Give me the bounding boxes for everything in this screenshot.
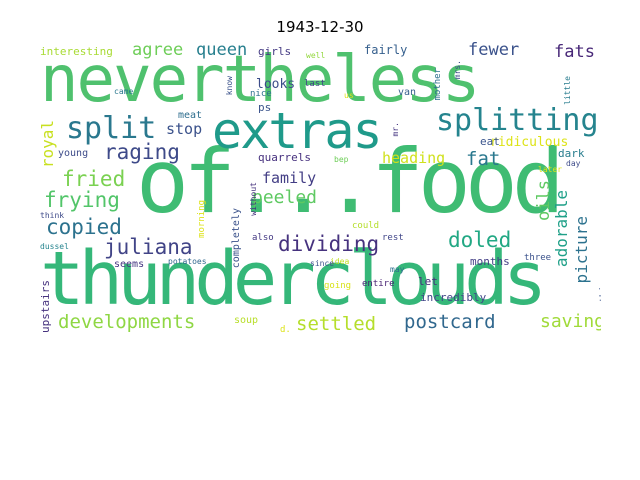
- word-nice: nice: [250, 89, 272, 99]
- word-fats: fats: [554, 42, 595, 62]
- word-fat: fat: [466, 148, 501, 170]
- word-agree: agree: [132, 40, 184, 60]
- word-young: young: [58, 148, 89, 159]
- word-going: going: [324, 281, 352, 291]
- word-last: last: [304, 79, 326, 89]
- word-adorable: adorable: [552, 190, 571, 268]
- word-splitting: splitting: [436, 103, 599, 138]
- word-since: since: [310, 259, 335, 268]
- word-fairly: fairly: [364, 43, 408, 57]
- word-ridiculous: ridiculous: [490, 135, 569, 150]
- word-ps: ps: [258, 101, 272, 114]
- word-incredibly: incredibly: [420, 291, 487, 304]
- word-frying: frying: [44, 188, 120, 212]
- word-mr: mr.: [391, 122, 400, 137]
- word-peeled: peeled: [252, 187, 318, 208]
- word-things: things: [599, 270, 601, 303]
- word-could: could: [352, 221, 380, 231]
- word-meat: meat: [178, 110, 203, 121]
- word-nevertheless: nevertheless: [40, 43, 480, 117]
- word-dark: dark: [558, 147, 585, 160]
- word-family: family: [262, 169, 317, 187]
- word-idea: idea: [330, 257, 350, 266]
- word-of-food: of...food: [136, 130, 565, 233]
- word-little: little: [563, 76, 572, 105]
- word-upstairs: upstairs: [40, 280, 52, 333]
- word-bep: bep: [334, 155, 349, 164]
- word-well: well: [306, 51, 326, 60]
- word-potatoes: potatoes: [168, 257, 207, 266]
- word-later: later: [538, 165, 563, 174]
- word-girls: girls: [258, 45, 292, 58]
- word-d: d.: [280, 325, 291, 335]
- word-completely: completely: [231, 208, 242, 269]
- word-months: months: [470, 255, 510, 268]
- word-fewer: fewer: [468, 40, 520, 60]
- word-cloud: nevertheless of...food thunderclouds ext…: [40, 40, 601, 340]
- word-fried: fried: [62, 167, 126, 191]
- word-doled: doled: [448, 228, 512, 252]
- word-quarrels: quarrels: [258, 151, 311, 164]
- word-copied: copied: [46, 215, 122, 239]
- word-royal: royal: [40, 120, 57, 169]
- word-entire: entire: [362, 279, 395, 289]
- word-settled: settled: [296, 313, 377, 335]
- word-without: without: [249, 182, 258, 216]
- word-came: came: [114, 87, 134, 96]
- word-rest: rest: [382, 233, 404, 243]
- word-mrs: mrs.: [453, 60, 462, 80]
- word-extras: extras: [212, 102, 383, 160]
- word-us: us: [344, 91, 354, 100]
- word-mother: mother: [433, 68, 443, 101]
- word-morning: morning: [197, 200, 207, 238]
- word-also: also: [252, 233, 274, 243]
- word-developments: developments: [58, 311, 196, 333]
- word-split: split: [66, 111, 157, 146]
- word-thunderclouds: thunderclouds: [40, 236, 547, 322]
- word-raging: raging: [104, 140, 180, 164]
- word-stop: stop: [166, 120, 203, 138]
- word-let: let: [418, 275, 438, 288]
- word-may: may: [390, 265, 405, 274]
- word-three: three: [524, 253, 552, 263]
- word-day: day: [566, 159, 581, 168]
- word-oils: oils: [534, 180, 554, 221]
- word-interesting: interesting: [40, 45, 113, 58]
- word-picture: picture: [572, 216, 591, 284]
- word-saving: saving: [540, 311, 601, 332]
- word-seems: seems: [114, 259, 145, 270]
- word-van: van: [398, 87, 417, 98]
- word-dussel: dussel: [40, 242, 69, 251]
- word-soup: soup: [234, 315, 259, 326]
- word-think: think: [40, 211, 65, 220]
- word-queen: queen: [196, 40, 248, 60]
- word-juliana: juliana: [104, 235, 193, 259]
- chart-title: 1943-12-30: [276, 18, 364, 36]
- word-dividing: dividing: [278, 232, 380, 256]
- word-postcard: postcard: [404, 311, 496, 333]
- word-looks: looks: [256, 77, 296, 92]
- word-know: know: [225, 76, 234, 96]
- word-eat: eat: [480, 135, 500, 148]
- word-heading: heading: [382, 149, 446, 167]
